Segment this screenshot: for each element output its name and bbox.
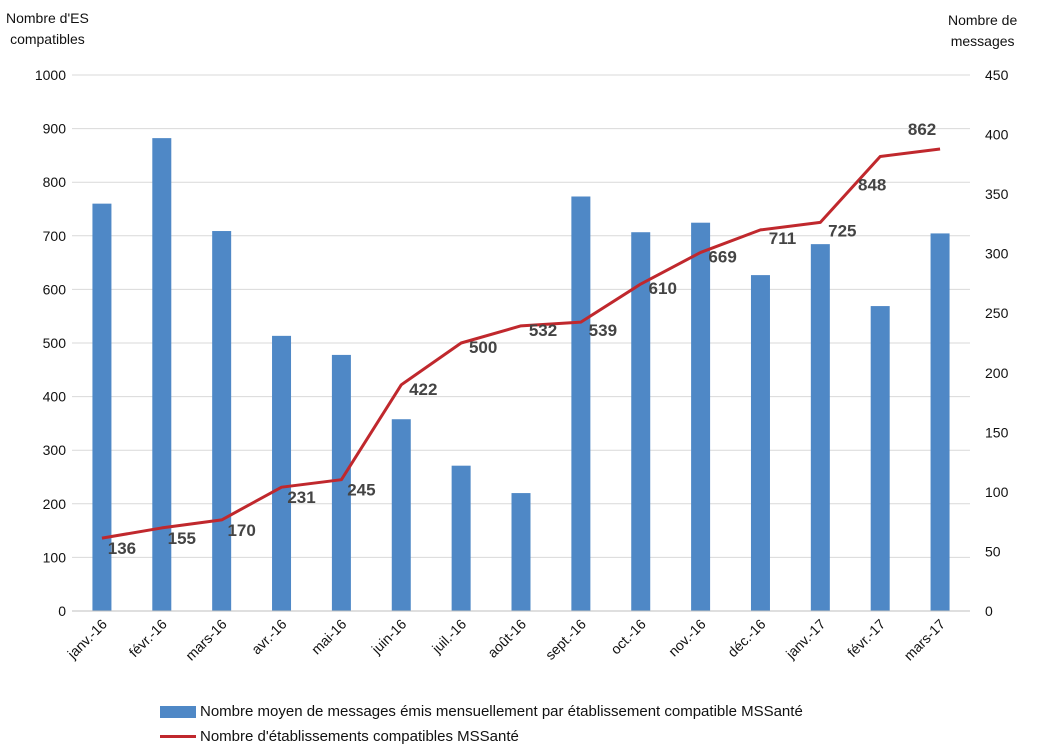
left-tick-label: 500 (43, 335, 67, 351)
line-data-label: 862 (908, 120, 936, 139)
x-tick-label: mai-16 (308, 616, 350, 658)
line-data-label: 539 (589, 321, 617, 340)
left-axis-title-line: compatibles (10, 31, 85, 47)
legend-line-label: Nombre d'établissements compatibles MSSa… (200, 728, 519, 745)
x-tick-label: juil.-16 (428, 616, 469, 657)
left-tick-label: 900 (43, 121, 67, 137)
bar (930, 233, 950, 611)
right-axis-title: Nombre de messages (948, 10, 1017, 52)
x-tick-label: févr.-17 (844, 616, 888, 660)
bar (511, 493, 531, 611)
line-data-label: 136 (108, 539, 136, 558)
left-tick-label: 800 (43, 174, 67, 190)
line-data-label: 610 (649, 279, 677, 298)
bar (870, 306, 890, 611)
left-tick-label: 400 (43, 389, 67, 405)
right-tick-label: 400 (985, 127, 1009, 143)
right-tick-label: 0 (985, 603, 993, 619)
left-tick-label: 0 (58, 603, 66, 619)
right-tick-label: 450 (985, 67, 1009, 83)
left-tick-label: 1000 (35, 67, 66, 83)
left-tick-label: 700 (43, 228, 67, 244)
right-tick-label: 300 (985, 246, 1009, 262)
x-tick-label: mars-16 (182, 616, 230, 664)
line-data-label: 500 (469, 338, 497, 357)
left-tick-label: 300 (43, 442, 67, 458)
series-line (101, 147, 941, 540)
bar (451, 465, 471, 611)
x-tick-label: juin-16 (368, 616, 410, 658)
right-tick-label: 50 (985, 543, 1001, 559)
line-data-label: 532 (529, 321, 557, 340)
x-tick-label: janv.-17 (782, 616, 829, 663)
bar-series (92, 138, 950, 612)
x-tick-label: avr.-16 (248, 616, 290, 658)
line-data-label: 848 (858, 175, 886, 194)
bar (92, 203, 112, 611)
line-data-label: 725 (828, 221, 856, 240)
right-tick-label: 100 (985, 484, 1009, 500)
x-tick-label: mars-17 (901, 616, 949, 664)
bar (571, 196, 591, 611)
bar (691, 222, 711, 611)
x-tick-label: déc.-16 (724, 616, 768, 660)
line-data-label: 231 (287, 488, 315, 507)
bar (810, 244, 830, 612)
line-data-label: 245 (347, 481, 375, 500)
data-labels: 136 155 170 231 245 422 500 532 539 610 669 711 725 8… (108, 120, 937, 558)
bar (152, 138, 172, 611)
line-series (101, 147, 941, 540)
legend-bar-swatch (160, 705, 196, 718)
right-tick-label: 350 (985, 186, 1009, 202)
right-axis-title-line: Nombre de (948, 12, 1018, 28)
left-tick-label: 200 (43, 496, 67, 512)
legend-bar-label: Nombre moyen de messages émis mensuellem… (200, 703, 803, 720)
x-tick-label: janv.-16 (64, 616, 111, 663)
right-tick-label: 150 (985, 424, 1009, 440)
bar (331, 354, 351, 611)
legend-item-bars: Nombre moyen de messages émis mensuellem… (160, 703, 803, 720)
x-tick-label: oct.-16 (607, 616, 649, 658)
bar (631, 232, 651, 611)
right-tick-label: 200 (985, 365, 1009, 381)
left-axis-title-line: Nombre d'ES (6, 10, 89, 26)
line-data-label: 669 (708, 247, 736, 266)
right-tick-label: 250 (985, 305, 1009, 321)
bar (391, 419, 411, 611)
line-data-label: 170 (227, 521, 255, 540)
legend-item-line: Nombre d'établissements compatibles MSSa… (160, 728, 519, 745)
left-tick-label: 100 (43, 549, 67, 565)
x-tick-label: sept.-16 (542, 616, 589, 663)
legend-line-swatch (160, 735, 196, 738)
line-data-label: 422 (409, 380, 437, 399)
bar (212, 231, 232, 611)
left-axis-title: Nombre d'ES compatibles (6, 8, 89, 50)
gridlines (72, 74, 970, 558)
bar (750, 275, 770, 611)
x-tick-label: août-16 (484, 616, 529, 661)
line-data-label: 155 (168, 529, 196, 548)
right-axis-title-line: messages (950, 33, 1015, 49)
line-data-label: 711 (769, 229, 796, 248)
left-tick-label: 600 (43, 281, 67, 297)
x-tick-label: févr.-16 (126, 616, 170, 660)
bar (272, 335, 292, 611)
x-tick-label: nov.-16 (665, 616, 709, 660)
